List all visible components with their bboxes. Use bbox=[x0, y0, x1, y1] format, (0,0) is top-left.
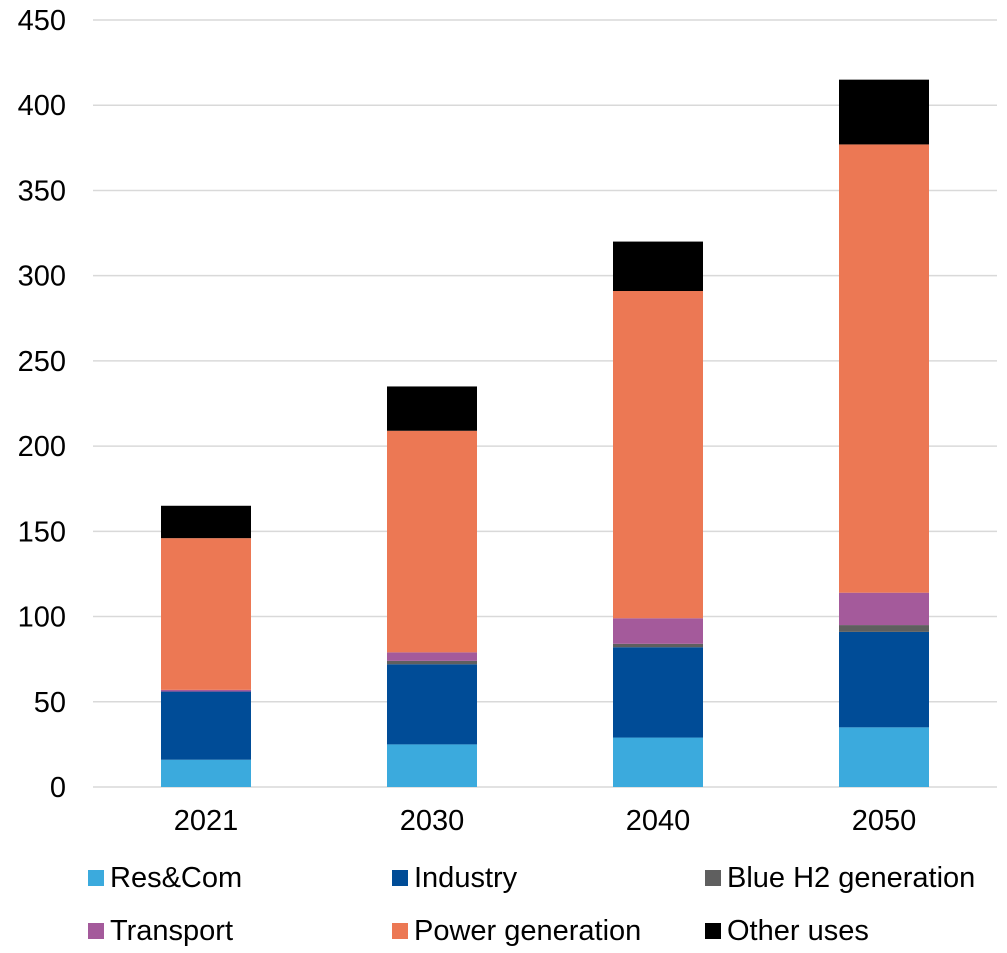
legend-swatch bbox=[88, 870, 104, 886]
bars bbox=[161, 79, 929, 787]
y-tick-label: 450 bbox=[18, 5, 66, 37]
legend-swatch bbox=[392, 870, 408, 886]
y-tick-label: 400 bbox=[18, 90, 66, 122]
bar-stack-2021 bbox=[161, 505, 251, 787]
legend-label: Transport bbox=[110, 915, 234, 947]
legend-swatch bbox=[88, 923, 104, 939]
legend-item-transport: Transport bbox=[88, 911, 233, 951]
bar-stack-2040 bbox=[613, 241, 703, 787]
bar-segment-other-uses-2021 bbox=[161, 505, 251, 539]
bar-segment-other-uses-2050 bbox=[839, 79, 929, 145]
bar-segment-industry-2030 bbox=[387, 664, 477, 745]
x-tick-label: 2050 bbox=[852, 805, 917, 837]
bar-stack-2030 bbox=[387, 386, 477, 787]
bar-segment-industry-2050 bbox=[839, 631, 929, 728]
legend-item-blue-h2-generation: Blue H2 generation bbox=[705, 858, 975, 898]
bar-segment-blue-h2-generation-2040 bbox=[613, 643, 703, 648]
bar-segment-transport-2021 bbox=[161, 689, 251, 692]
y-tick-label: 300 bbox=[18, 261, 66, 293]
legend-label: Industry bbox=[414, 862, 518, 894]
legend-item-power-generation: Power generation bbox=[392, 911, 641, 951]
bar-segment-transport-2050 bbox=[839, 592, 929, 626]
y-tick-label: 150 bbox=[18, 516, 66, 548]
bar-stack-2050 bbox=[839, 79, 929, 787]
legend-label: Blue H2 generation bbox=[727, 862, 976, 894]
y-tick-label: 350 bbox=[18, 175, 66, 207]
legend-item-other-uses: Other uses bbox=[705, 911, 869, 951]
bar-segment-blue-h2-generation-2050 bbox=[839, 625, 929, 632]
bar-segment-industry-2021 bbox=[161, 691, 251, 760]
bar-segment-transport-2030 bbox=[387, 652, 477, 661]
bar-segment-res-com-2021 bbox=[161, 759, 251, 787]
legend-label: Res&Com bbox=[110, 862, 243, 894]
bar-segment-power-generation-2040 bbox=[613, 291, 703, 619]
bar-segment-other-uses-2040 bbox=[613, 241, 703, 292]
y-tick-label: 250 bbox=[18, 346, 66, 378]
legend: Res&Com Industry Blue H2 generation Transpo… bbox=[88, 858, 1007, 953]
tick-labels: 0 50 100 150 200 250 300 350 400 450 2021 2030 2040 2… bbox=[18, 5, 917, 837]
bar-segment-res-com-2040 bbox=[613, 737, 703, 787]
legend-swatch bbox=[705, 923, 721, 939]
bar-segment-transport-2040 bbox=[613, 618, 703, 644]
legend-label: Power generation bbox=[414, 915, 642, 947]
x-tick-label: 2040 bbox=[626, 805, 691, 837]
y-tick-label: 50 bbox=[34, 687, 66, 719]
bar-segment-power-generation-2021 bbox=[161, 538, 251, 690]
legend-swatch bbox=[705, 870, 721, 886]
y-tick-label: 100 bbox=[18, 602, 66, 634]
bar-segment-power-generation-2030 bbox=[387, 430, 477, 653]
legend-swatch bbox=[392, 923, 408, 939]
y-tick-label: 0 bbox=[50, 772, 66, 804]
legend-item-res-com: Res&Com bbox=[88, 858, 242, 898]
legend-label: Other uses bbox=[727, 915, 869, 947]
bar-segment-blue-h2-generation-2030 bbox=[387, 660, 477, 665]
stacked-bar-chart: 0 50 100 150 200 250 300 350 400 450 2021 2030 2040 2… bbox=[18, 5, 997, 837]
bar-segment-industry-2040 bbox=[613, 647, 703, 738]
x-tick-label: 2030 bbox=[400, 805, 465, 837]
bar-segment-other-uses-2030 bbox=[387, 386, 477, 431]
x-tick-label: 2021 bbox=[174, 805, 239, 837]
bar-segment-res-com-2050 bbox=[839, 727, 929, 787]
legend-item-industry: Industry bbox=[392, 858, 517, 898]
y-tick-label: 200 bbox=[18, 431, 66, 463]
bar-segment-power-generation-2050 bbox=[839, 144, 929, 593]
bar-segment-res-com-2030 bbox=[387, 744, 477, 787]
